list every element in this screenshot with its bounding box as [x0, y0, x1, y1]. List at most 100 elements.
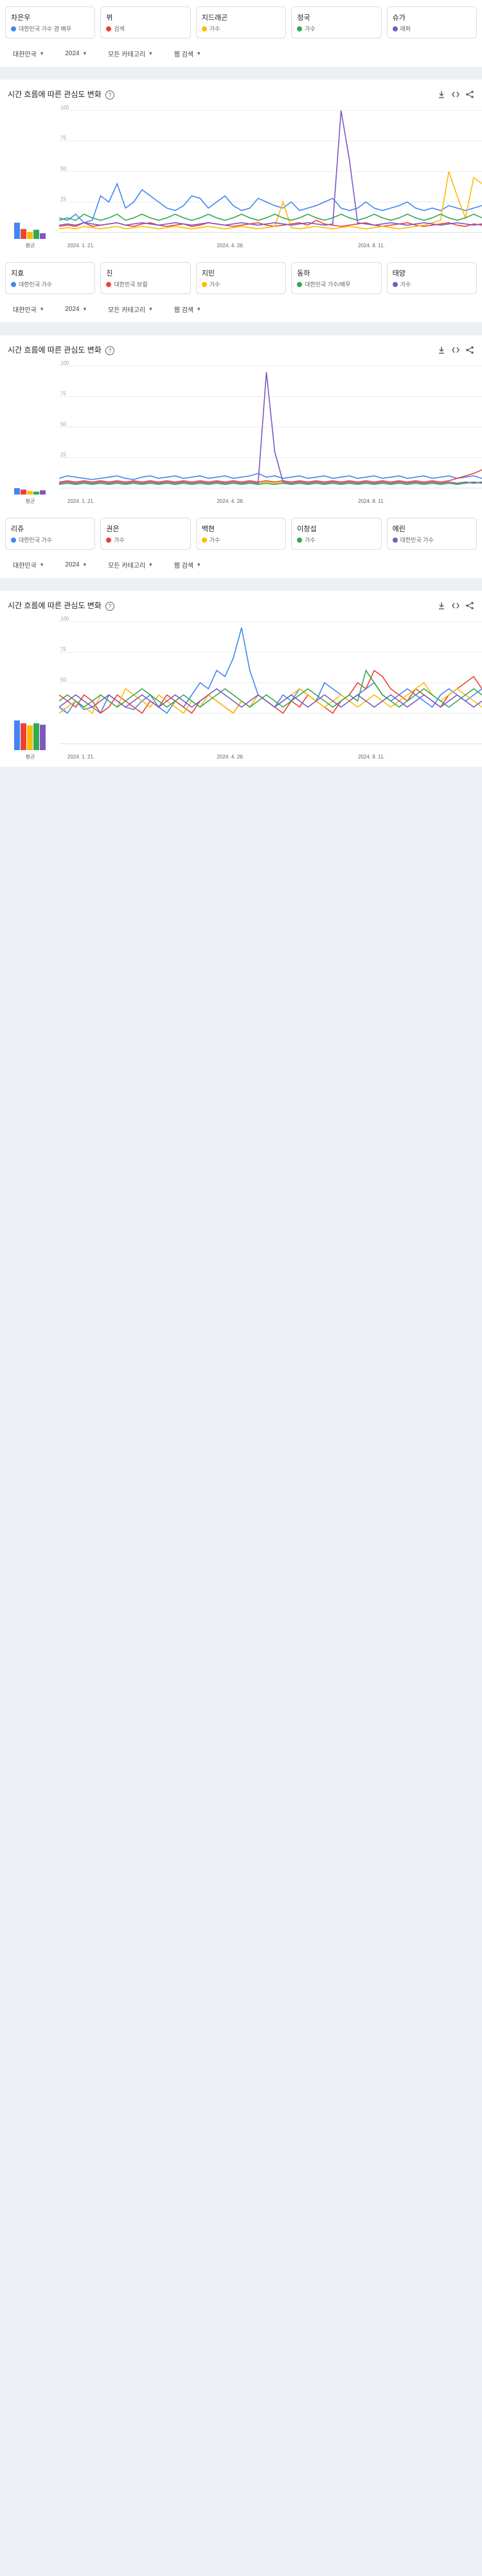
y-tick-label: 50	[60, 677, 66, 683]
chart-area: 평균 100 75 50 25 2024. 1. 21. 2024. 4. 28. 2024.…	[8, 104, 482, 252]
compare-term-card[interactable]: 이창섭 가수	[291, 518, 382, 550]
line-plot: 100 75 50 25	[59, 105, 482, 233]
x-tick-label: 2024. 1. 21.	[67, 243, 95, 249]
average-bars	[14, 222, 46, 239]
y-tick-label: 100	[60, 360, 69, 366]
chart-header: 시간 흐름에 따른 관심도 변화?	[8, 599, 474, 613]
compare-term-card[interactable]: 뷔 검색	[100, 6, 191, 39]
compare-term-card[interactable]: 동하 대한민국 가수/배우	[291, 262, 382, 294]
series-line	[59, 182, 482, 223]
term-name: 지드래곤	[201, 14, 228, 22]
download-icon[interactable]	[437, 90, 446, 99]
compare-term-card[interactable]: 태양 가수	[386, 262, 478, 294]
embed-icon[interactable]	[451, 346, 460, 355]
caret-down-icon: ▾	[149, 305, 152, 312]
chart-title: 시간 흐름에 따른 관심도 변화	[8, 346, 102, 355]
x-axis: 2024. 1. 21. 2024. 4. 28. 2024. 8. 11.	[59, 243, 474, 250]
series-line	[59, 110, 482, 226]
compare-term-card[interactable]: 차은우 대한민국 가수 겸 배우	[5, 6, 96, 39]
region-filter[interactable]: 대한민국 ▾	[6, 557, 50, 572]
term-subtitle: 가수	[106, 536, 184, 544]
region-filter[interactable]: 대한민국 ▾	[6, 302, 50, 316]
series-color-dot	[11, 537, 16, 543]
compare-term-card[interactable]: 슈가 래퍼	[386, 6, 478, 39]
x-tick-label: 2024. 4. 28.	[217, 754, 244, 760]
help-icon[interactable]: ?	[105, 602, 114, 611]
term-type: 대한민국 가수	[19, 281, 53, 288]
average-bar	[27, 232, 33, 239]
category-filter-label: 모든 카테고리	[108, 51, 146, 58]
category-filter[interactable]: 모든 카테고리 ▾	[102, 46, 159, 60]
search-type-filter[interactable]: 웹 검색 ▾	[167, 46, 207, 60]
compare-terms-row: 차은우 대한민국 가수 겸 배우 뷔 검색 지드래곤 가수 정국 가수 슈가 래퍼	[0, 0, 482, 42]
term-subtitle: 대한민국 가수	[11, 280, 89, 288]
interest-over-time-chart: 시간 흐름에 따른 관심도 변화? 평균 100 75 50 25 2024. 1. 21.…	[0, 335, 482, 511]
embed-icon[interactable]	[451, 601, 460, 610]
year-filter[interactable]: 2024 ▾	[58, 302, 93, 316]
y-tick-label: 100	[60, 616, 69, 622]
compare-term-card[interactable]: 지민 가수	[195, 262, 287, 294]
series-line	[59, 627, 482, 714]
series-line	[59, 481, 482, 486]
download-icon[interactable]	[437, 346, 446, 355]
compare-term-card[interactable]: 예린 대한민국 가수	[386, 518, 478, 550]
series-color-dot	[11, 281, 16, 287]
help-icon[interactable]: ?	[105, 91, 114, 100]
x-tick-label: 2024. 8. 11.	[358, 243, 385, 249]
caret-down-icon: ▾	[197, 49, 201, 57]
chart-actions	[437, 601, 474, 610]
compare-term-card[interactable]: 정국 가수	[291, 6, 382, 39]
region-filter[interactable]: 대한민국 ▾	[6, 46, 50, 60]
average-bar	[40, 490, 46, 495]
series-line	[59, 469, 482, 483]
x-tick-label: 2024. 1. 21.	[67, 754, 95, 760]
series-color-dot	[201, 537, 207, 543]
search-type-filter[interactable]: 웹 검색 ▾	[167, 557, 207, 572]
chart-actions	[437, 346, 474, 355]
caret-down-icon: ▾	[83, 561, 87, 568]
compare-term-card[interactable]: 백현 가수	[195, 518, 287, 550]
year-filter-label: 2024	[65, 561, 80, 568]
series-line	[59, 688, 482, 708]
term-name: 지효	[11, 270, 24, 277]
chart-area: 평균 100 75 50 25 2024. 1. 21. 2024. 4. 28. 2024.…	[8, 360, 482, 507]
share-icon[interactable]	[465, 346, 474, 355]
compare-term-card[interactable]: 권은 가수	[100, 518, 191, 550]
year-filter[interactable]: 2024 ▾	[58, 46, 93, 60]
line-plot: 100 75 50 25	[59, 360, 482, 489]
search-type-filter[interactable]: 웹 검색 ▾	[167, 302, 207, 316]
help-icon[interactable]: ?	[105, 346, 114, 355]
x-tick-label: 2024. 4. 28.	[217, 498, 244, 504]
series-color-dot	[106, 26, 112, 31]
compare-term-card[interactable]: 리쥬 대한민국 가수	[5, 518, 96, 550]
interest-over-time-chart: 시간 흐름에 따른 관심도 변화? 평균 100 75 50 25 2024. 1. 21.…	[0, 80, 482, 256]
average-bar	[40, 724, 46, 750]
series-color-dot	[297, 26, 303, 31]
year-filter[interactable]: 2024 ▾	[58, 557, 93, 572]
caret-down-icon: ▾	[197, 305, 201, 312]
search-type-filter-label: 웹 검색	[174, 306, 194, 314]
chart-header: 시간 흐름에 따른 관심도 변화?	[8, 87, 474, 101]
average-bar	[27, 725, 33, 750]
search-type-filter-label: 웹 검색	[174, 562, 194, 570]
caret-down-icon: ▾	[149, 561, 152, 568]
embed-icon[interactable]	[451, 90, 460, 99]
chart-title-wrap: 시간 흐름에 따른 관심도 변화?	[8, 344, 114, 356]
compare-term-card[interactable]: 진 대한민국 보컬	[100, 262, 191, 294]
share-icon[interactable]	[465, 90, 474, 99]
average-bars	[14, 720, 46, 750]
average-bar	[14, 222, 20, 239]
chart-area: 평균 100 75 50 25 2024. 1. 21. 2024. 4. 28. 2024.…	[8, 615, 482, 763]
term-type: 가수	[209, 26, 220, 32]
share-icon[interactable]	[465, 601, 474, 610]
average-bar	[21, 489, 26, 495]
category-filter[interactable]: 모든 카테고리 ▾	[102, 557, 159, 572]
download-icon[interactable]	[437, 601, 446, 610]
caret-down-icon: ▾	[40, 561, 44, 568]
category-filter[interactable]: 모든 카테고리 ▾	[102, 302, 159, 316]
x-tick-label: 2024. 8. 11.	[358, 498, 385, 504]
y-tick-label: 25	[60, 452, 66, 458]
average-bar	[33, 723, 39, 750]
